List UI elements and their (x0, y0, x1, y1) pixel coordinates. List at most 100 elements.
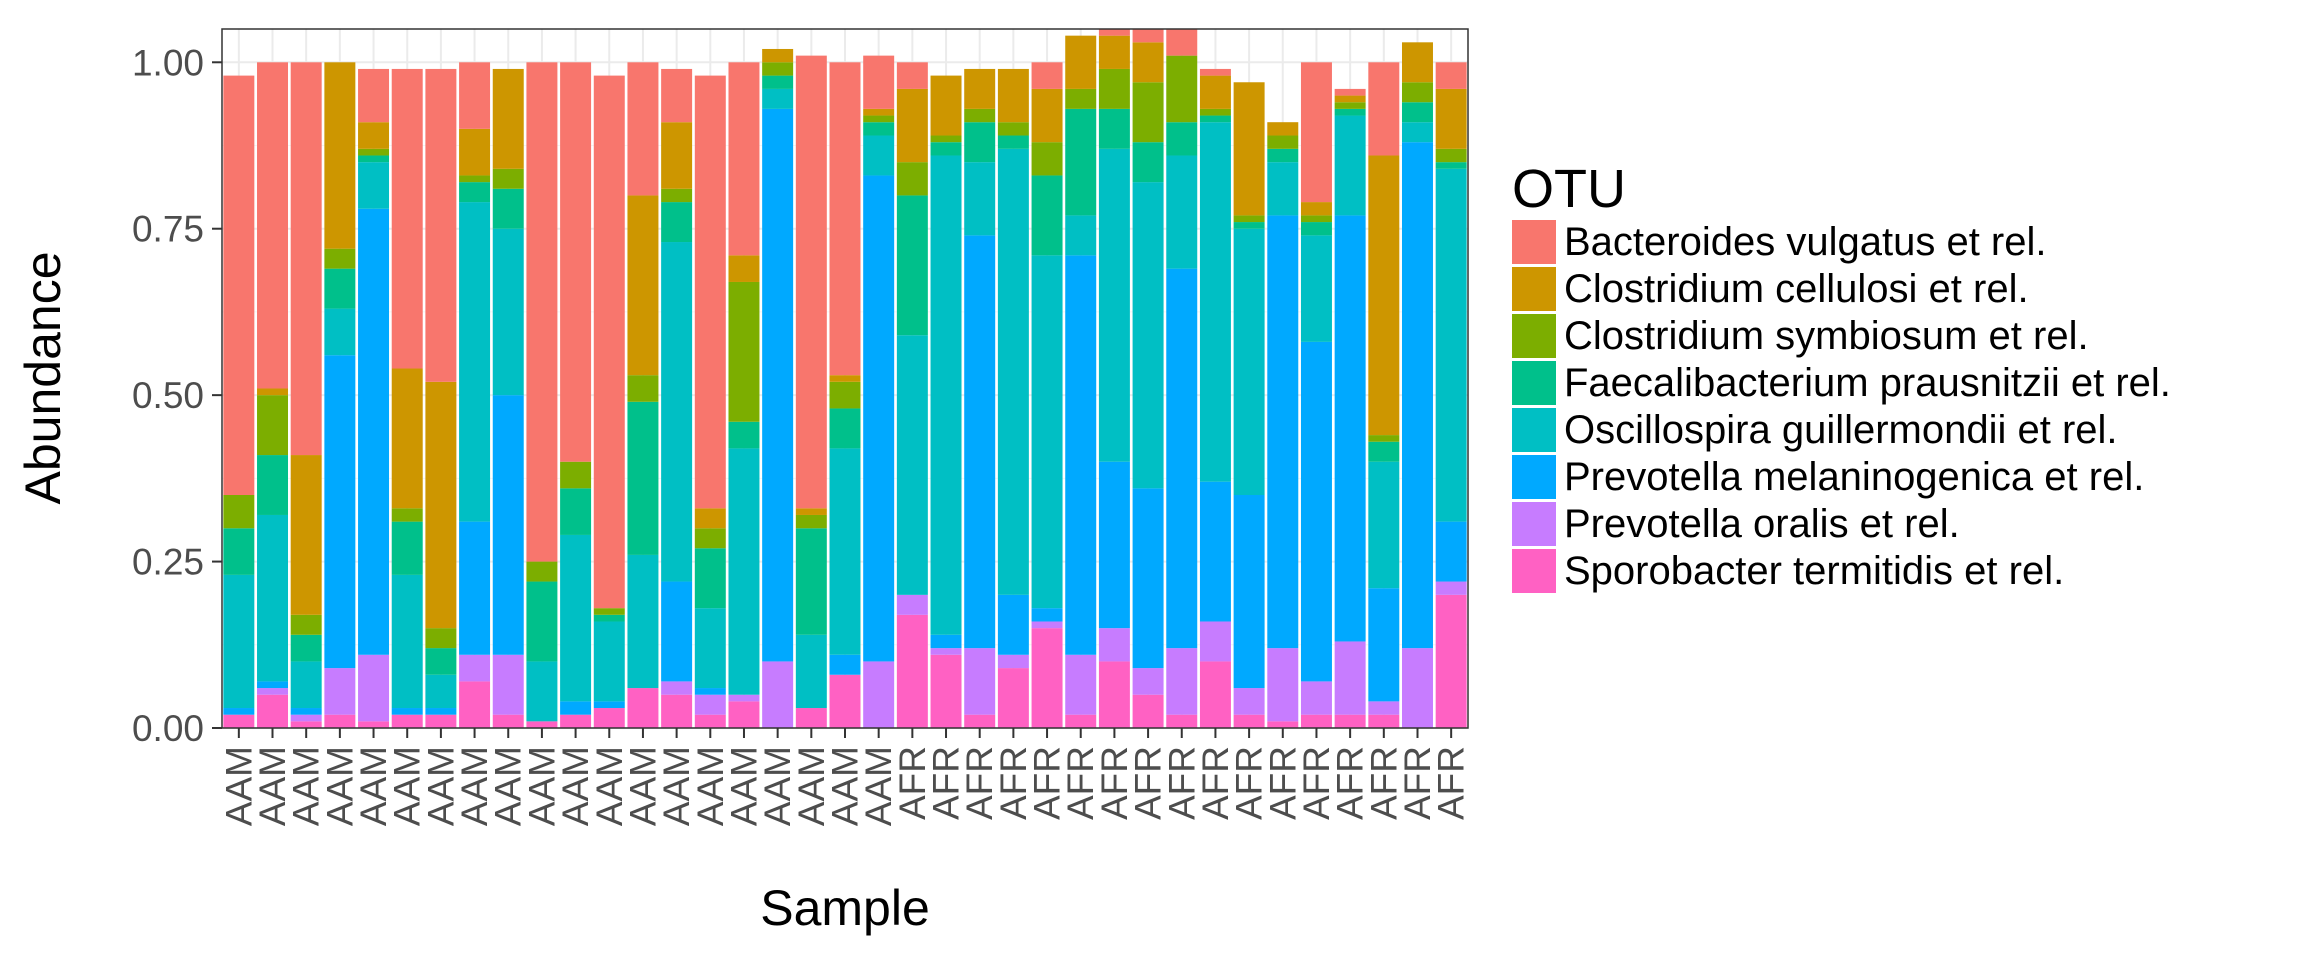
bar-segment (1166, 155, 1198, 269)
x-tick-label: AAM (252, 746, 293, 826)
bar-segment (290, 455, 322, 615)
bar-segment (1233, 688, 1265, 715)
x-tick-label: AFR (1330, 746, 1371, 820)
bar-segment (358, 208, 390, 655)
bar-segment (1401, 82, 1433, 103)
legend-label: Faecalibacterium prausnitzii et rel. (1564, 361, 2171, 405)
bar-segment (526, 721, 558, 728)
x-tick-label: AFR (1195, 746, 1236, 820)
bar-segment (1267, 215, 1299, 649)
legend-key (1512, 408, 1556, 452)
bar-segment (1300, 62, 1332, 203)
bar-segment (627, 195, 659, 376)
bar-segment (324, 268, 356, 309)
bar-segment (1166, 55, 1198, 123)
bar-segment (257, 681, 289, 689)
bar-segment (1233, 714, 1265, 728)
bar-segment (425, 708, 457, 715)
x-tick-label: AAM (791, 746, 832, 826)
bar-segment (863, 108, 895, 116)
bar-segment (1267, 122, 1299, 136)
bar-segment (1098, 661, 1130, 728)
bar-segment (694, 608, 726, 689)
bar-segment (930, 155, 962, 635)
bar-segment (290, 614, 322, 635)
x-tick-label: AAM (353, 746, 394, 826)
bar-segment (1334, 641, 1366, 715)
x-tick-label: AAM (218, 746, 259, 826)
bar-segment (863, 122, 895, 136)
bar-segment (358, 162, 390, 209)
x-tick-label: AFR (1060, 746, 1101, 820)
x-tick-label: AFR (892, 746, 933, 820)
bar-segment (728, 448, 760, 695)
bar-segment (492, 228, 524, 396)
bar-segment (896, 195, 928, 336)
bar-segment (829, 408, 861, 449)
bar-segment (358, 721, 390, 728)
bar-segment (795, 508, 827, 515)
bar-segment (526, 561, 558, 582)
bar-segment (560, 534, 592, 702)
bar-segment (762, 108, 794, 662)
bar-segment (324, 248, 356, 269)
bar-segment (627, 375, 659, 402)
bar-segment (930, 142, 962, 156)
bar-segment (593, 701, 625, 709)
bar-segment (1435, 148, 1467, 163)
bar-segment (1368, 701, 1400, 715)
bar-segment (1065, 88, 1097, 109)
legend-label: Clostridium symbiosum et rel. (1564, 314, 2089, 358)
bar-segment (661, 694, 693, 728)
bar-segment (425, 381, 457, 629)
bar-segment (492, 714, 524, 728)
bar-segment (593, 708, 625, 728)
bar-segment (930, 634, 962, 649)
bar-segment (1334, 108, 1366, 116)
bar-segment (1166, 268, 1198, 649)
bar-segment (661, 122, 693, 189)
bar-segment (1334, 115, 1366, 216)
bar-segment (391, 521, 423, 575)
bar-segment (930, 75, 962, 136)
bar-segment (1098, 68, 1130, 109)
bar-segment (728, 421, 760, 449)
bar-segment (1300, 681, 1332, 715)
bar-segment (1098, 628, 1130, 662)
bar-segment (1098, 29, 1130, 36)
bar-segment (1166, 648, 1198, 715)
x-tick-label: AAM (656, 746, 697, 826)
bar-segment (997, 654, 1029, 669)
bar-segment (560, 461, 592, 489)
bar-segment (896, 594, 928, 615)
bar-segment (526, 661, 558, 722)
bar-segment (290, 708, 322, 715)
bar-segment (560, 701, 592, 715)
bar-segment (1166, 714, 1198, 728)
x-axis-label: Sample (760, 880, 930, 936)
bar-segment (391, 714, 423, 728)
bar-segment (1132, 42, 1164, 83)
bar-segment (1199, 115, 1231, 123)
bar-segment (1065, 255, 1097, 655)
bar-segment (829, 448, 861, 655)
bar-segment (795, 55, 827, 509)
bar-segment (1233, 215, 1265, 223)
x-tick-label: AFR (959, 746, 1000, 820)
bar-segment (459, 128, 491, 176)
bar-segment (1401, 122, 1433, 143)
bar-segment (1199, 108, 1231, 116)
bar-segment (1031, 608, 1063, 622)
bar-segment (964, 68, 996, 109)
x-tick-label: AAM (387, 746, 428, 826)
bar-segment (896, 162, 928, 196)
bar-segment (593, 621, 625, 702)
bars-layer (223, 29, 1467, 728)
bar-segment (1233, 222, 1265, 229)
x-tick-label: AAM (825, 746, 866, 826)
bar-segment (425, 674, 457, 709)
x-tick-label: AAM (420, 746, 461, 826)
bar-segment (728, 255, 760, 282)
bar-segment (1031, 142, 1063, 176)
